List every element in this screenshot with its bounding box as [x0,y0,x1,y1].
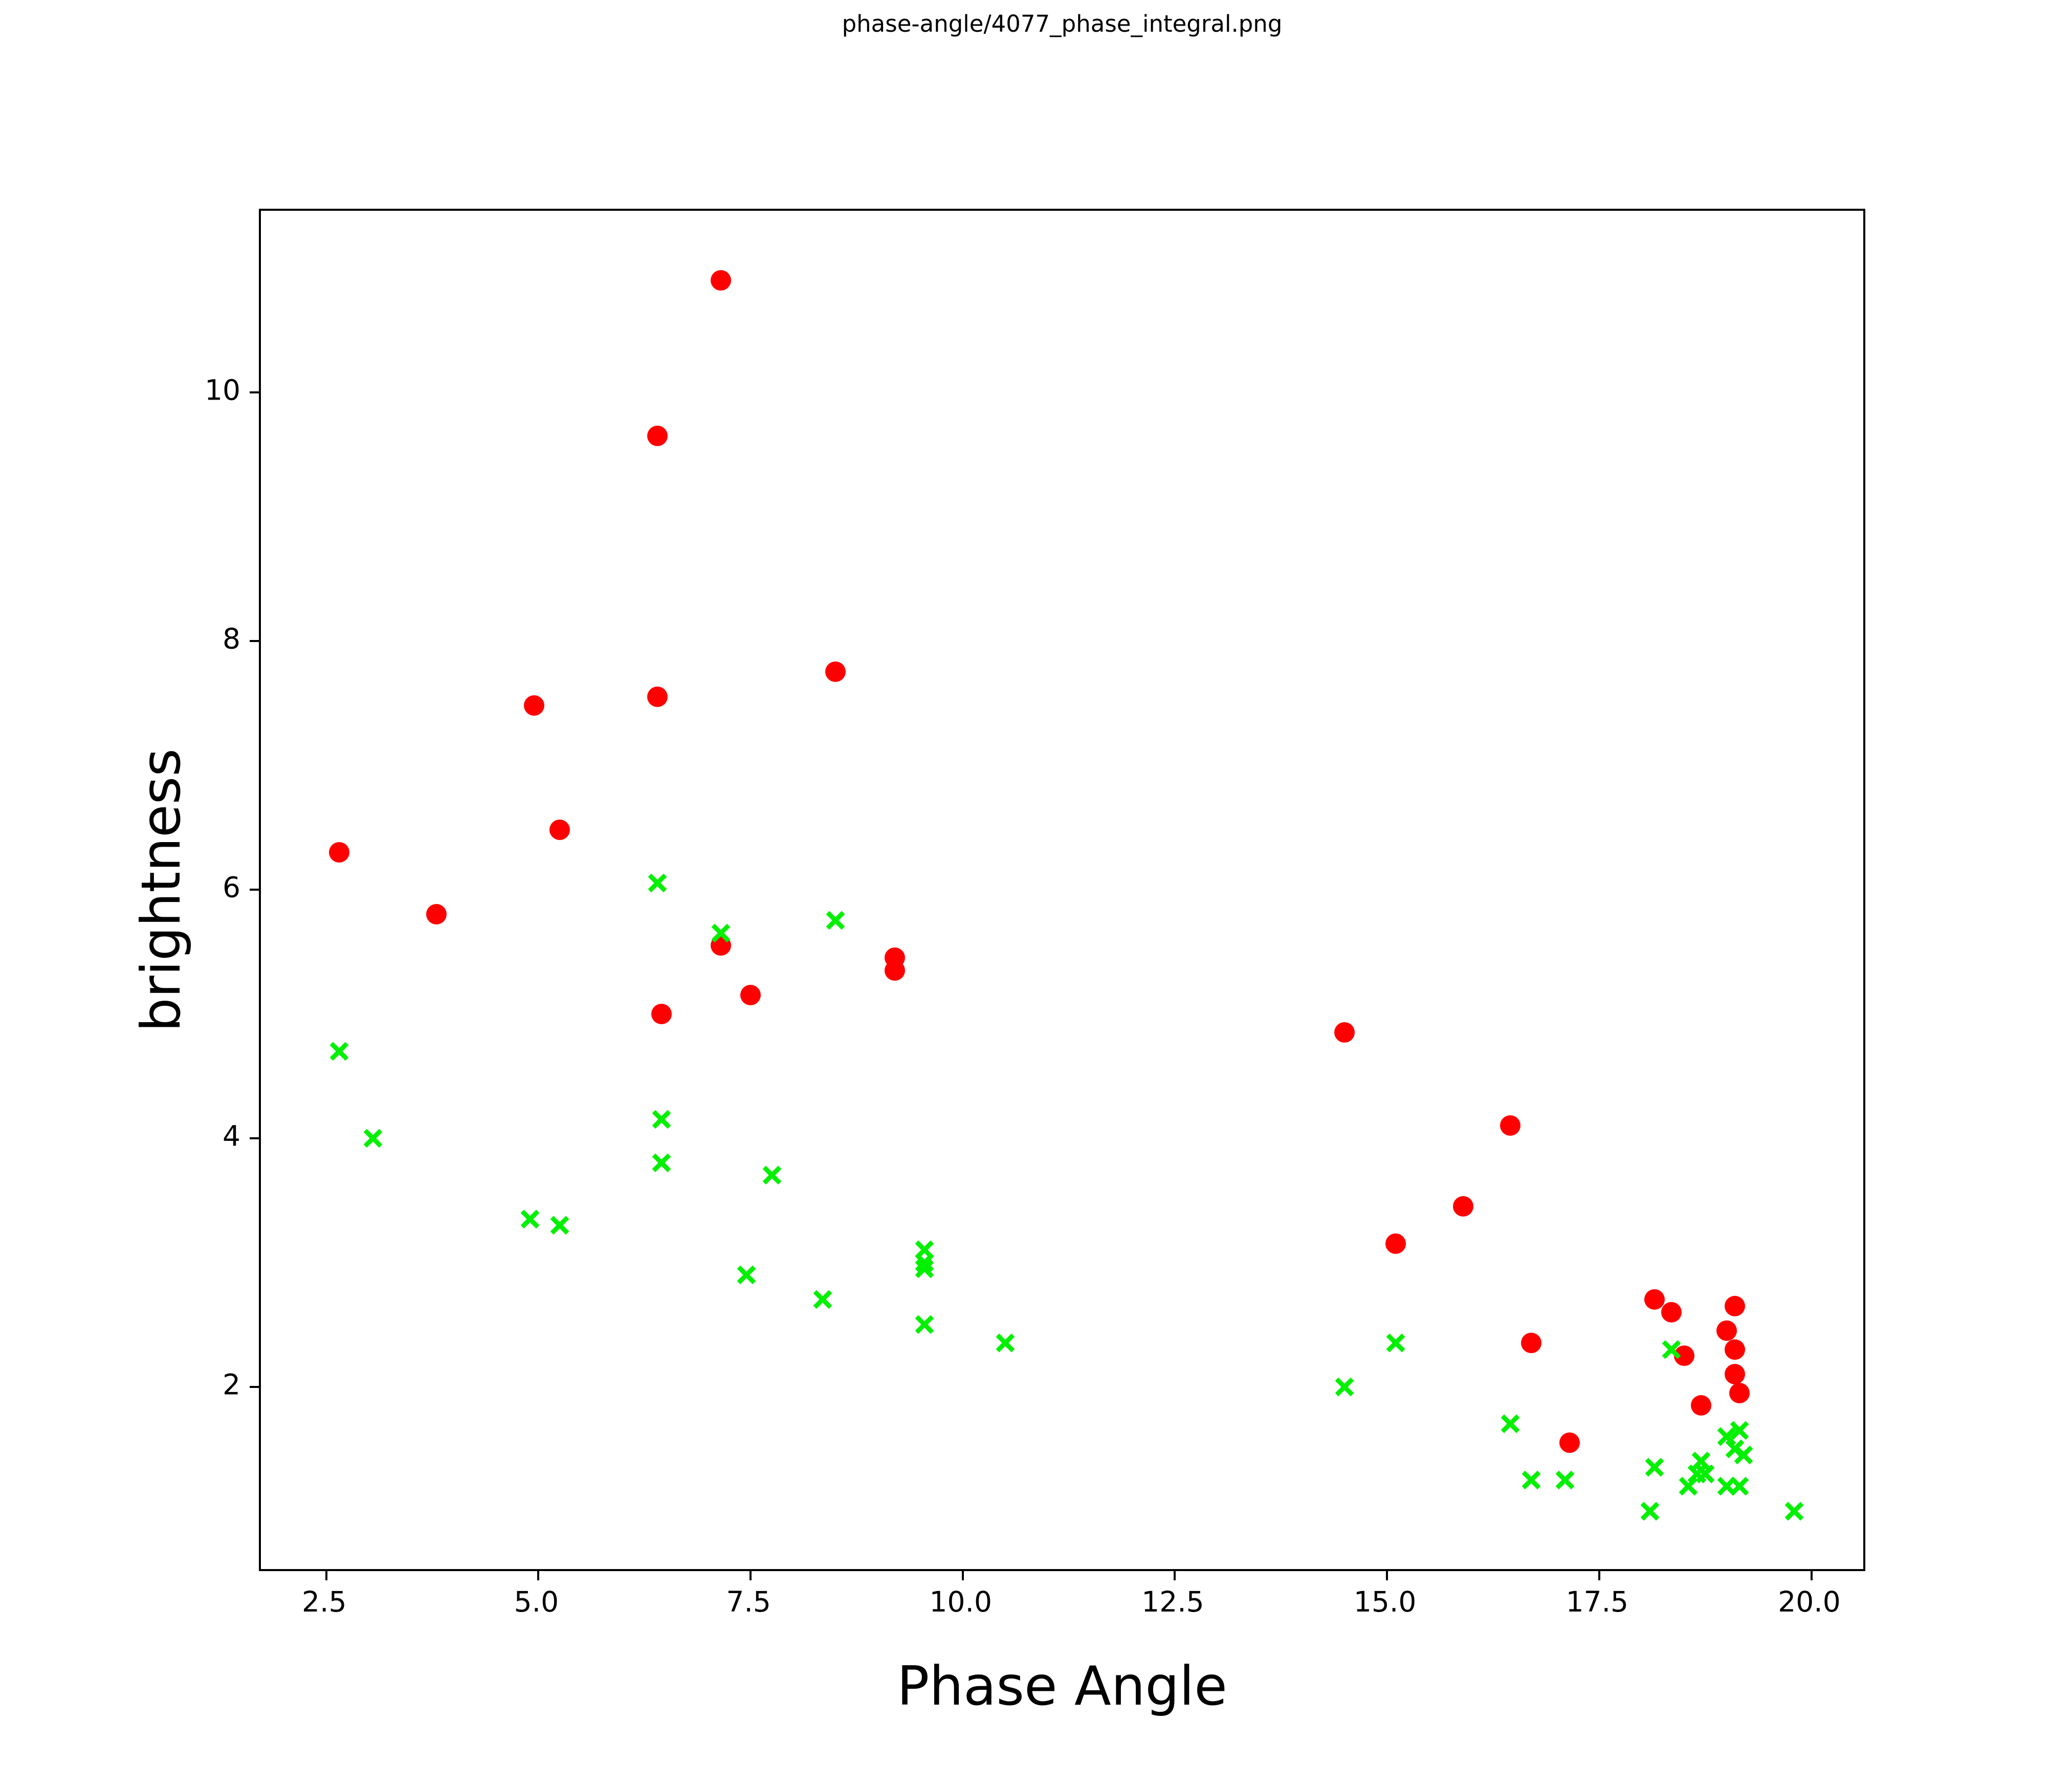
red-scatter-point [328,842,349,863]
green-x-scatter-point [654,1155,669,1171]
green-x-scatter-point [1693,1453,1709,1469]
y-tick-label: 10 [205,373,240,407]
x-tick-label: 7.5 [726,1585,771,1618]
y-tick-mark [250,639,261,642]
green-x-scatter-point [1732,1479,1747,1494]
green-x-scatter-point [365,1131,381,1146]
x-tick-label: 20.0 [1778,1585,1841,1618]
x-tick-mark [750,1569,752,1580]
green-x-scatter-point [650,875,665,891]
red-scatter-point [711,270,732,291]
red-scatter-point [1644,1289,1665,1310]
red-scatter-point [651,1003,672,1024]
red-scatter-point [426,904,447,925]
x-tick-label: 15.0 [1353,1585,1417,1618]
y-tick-label: 8 [223,622,240,655]
y-tick-mark [250,1385,261,1388]
y-axis-label: brightness [130,748,192,1032]
plot-area [250,209,1865,1580]
x-axis-label: Phase Angle [897,1655,1227,1717]
y-tick-label: 4 [223,1119,240,1153]
green-x-scatter-point [815,1292,830,1307]
red-scatter-point [1725,1339,1746,1360]
green-x-scatter-point [1557,1472,1573,1488]
green-x-scatter-point [1787,1504,1802,1519]
green-x-scatter-point [917,1261,932,1276]
red-scatter-point [549,820,570,840]
y-tick-mark [250,888,261,891]
x-tick-mark [1174,1569,1176,1580]
x-tick-mark [1598,1569,1600,1580]
x-tick-label: 10.0 [929,1585,992,1618]
x-tick-label: 17.5 [1566,1585,1629,1618]
green-x-scatter-point [522,1211,538,1227]
green-x-scatter-point [1388,1335,1403,1351]
green-x-scatter-point [1736,1447,1751,1463]
red-scatter-point [1661,1301,1682,1322]
red-scatter-point [740,985,761,1006]
y-tick-mark [250,1137,261,1139]
x-tick-label: 2.5 [301,1585,347,1618]
green-x-scatter-point [713,925,729,941]
green-x-scatter-point [1732,1423,1747,1438]
y-tick-mark [250,391,261,393]
y-tick-label: 6 [223,871,240,904]
red-scatter-point [885,960,906,981]
x-tick-mark [1386,1569,1388,1580]
red-scatter-point [647,687,668,708]
green-x-scatter-point [1642,1504,1658,1519]
red-scatter-point [825,661,846,682]
red-scatter-point [524,695,545,716]
x-tick-mark [1810,1569,1813,1580]
red-scatter-point [1725,1295,1746,1316]
y-tick-label: 2 [223,1368,240,1401]
red-scatter-point [1729,1382,1750,1403]
red-scatter-point [1716,1320,1737,1341]
red-scatter-point [1500,1115,1520,1136]
red-scatter-point [1725,1364,1746,1385]
green-x-scatter-point [828,913,843,928]
green-x-scatter-point [998,1335,1013,1351]
red-scatter-point [1334,1022,1355,1043]
red-scatter-point [1385,1233,1406,1254]
green-x-scatter-point [1503,1416,1518,1431]
x-tick-label: 12.5 [1141,1585,1204,1618]
green-x-scatter-point [552,1218,567,1233]
green-x-scatter-point [1524,1472,1539,1488]
x-tick-label: 5.0 [514,1585,559,1618]
red-scatter-point [1521,1333,1542,1354]
red-scatter-point [647,425,668,446]
x-tick-mark [961,1569,964,1580]
red-scatter-point [1690,1395,1711,1416]
green-x-scatter-point [332,1044,347,1059]
green-x-scatter-point [917,1317,932,1332]
green-x-scatter-point [1647,1460,1662,1475]
chart-title: phase-angle/4077_phase_integral.png [842,10,1283,37]
x-tick-mark [537,1569,540,1580]
green-x-scatter-point [764,1167,780,1183]
green-x-scatter-point [1664,1342,1679,1357]
red-scatter-point [1453,1196,1474,1217]
green-x-scatter-point [739,1267,754,1283]
red-scatter-point [1559,1432,1580,1453]
x-tick-mark [325,1569,327,1580]
green-x-scatter-point [654,1112,669,1127]
green-x-scatter-point [1337,1379,1352,1395]
